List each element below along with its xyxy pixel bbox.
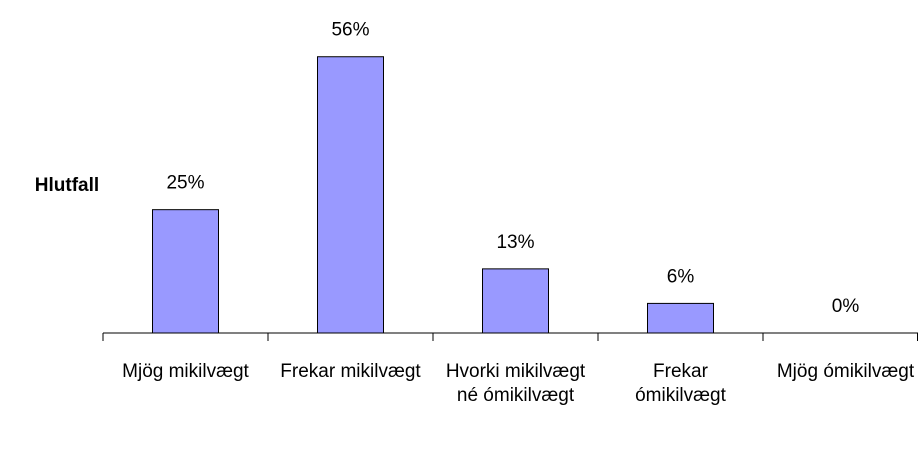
x-tick-label: Hvorki mikilvægt né ómikilvægt	[445, 361, 586, 406]
bar	[647, 302, 714, 334]
y-axis-label: Hlutfall	[35, 175, 99, 196]
value-label: 56%	[331, 20, 369, 41]
x-tick-label: Mjög ómikilvægt	[776, 361, 915, 382]
value-label: 25%	[166, 173, 204, 194]
value-label: 0%	[832, 296, 860, 317]
x-tick-label: Mjög mikilvægt	[122, 361, 249, 382]
value-label: 6%	[667, 266, 695, 287]
bar	[152, 209, 219, 334]
value-label: 13%	[496, 232, 534, 253]
bar	[317, 56, 384, 334]
x-tick-label: Frekar ómikilvægt	[635, 361, 726, 406]
bar	[482, 268, 549, 334]
x-tick-label: Frekar mikilvægt	[280, 361, 421, 382]
